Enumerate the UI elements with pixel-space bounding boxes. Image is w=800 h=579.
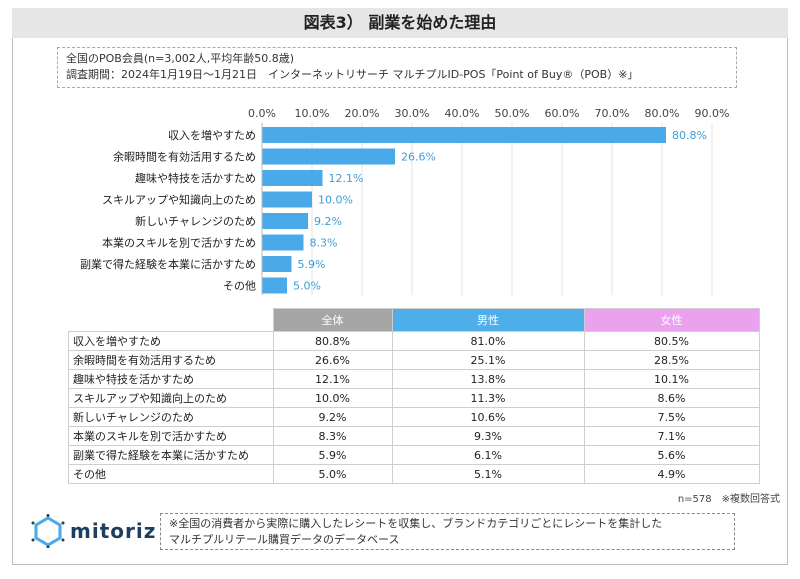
- value-label: 8.3%: [310, 237, 338, 250]
- mitoriz-logo-icon: [31, 514, 65, 548]
- table-cell: 10.1%: [583, 369, 760, 389]
- table-header: 女性: [583, 308, 760, 332]
- survey-info-line1: 全国のPOB会員(n=3,002人,平均年齢50.8歳): [66, 52, 295, 65]
- table-row: 副業で得た経験を本業に活かすため 5.9% 6.1% 5.6%: [68, 445, 760, 465]
- category-label: その他: [223, 280, 256, 293]
- value-label: 26.6%: [401, 151, 436, 164]
- row-label: 本業のスキルを別で活かすため: [68, 426, 274, 446]
- x-tick-label: 40.0%: [445, 107, 480, 120]
- bar: [262, 277, 287, 294]
- x-tick-label: 10.0%: [295, 107, 330, 120]
- logo: mitoriz: [30, 514, 156, 548]
- table-cell: 8.6%: [583, 388, 760, 408]
- x-tick-label: 20.0%: [345, 107, 380, 120]
- x-tick-label: 60.0%: [545, 107, 580, 120]
- value-label: 5.0%: [293, 280, 321, 293]
- row-label: 余暇時間を有効活用するため: [68, 350, 274, 370]
- table-cell: 13.8%: [391, 369, 585, 389]
- bar: [262, 213, 308, 229]
- table-cell: 7.5%: [583, 407, 760, 427]
- table-row: 収入を増やすため 80.8% 81.0% 80.5%: [68, 331, 760, 351]
- data-table: 全体 男性 女性 収入を増やすため 80.8% 81.0% 80.5% 余暇時間を有効活用す…: [68, 308, 760, 484]
- row-label: スキルアップや知識向上のため: [68, 388, 274, 408]
- x-tick-label: 80.0%: [645, 107, 680, 120]
- table-cell: 25.1%: [391, 350, 585, 370]
- logo-text: mitoriz: [70, 519, 157, 543]
- category-label: 余暇時間を有効活用するため: [113, 150, 256, 164]
- survey-info: 全国のPOB会員(n=3,002人,平均年齢50.8歳) 調査期間：2024年1…: [57, 47, 737, 88]
- table-cell: 8.3%: [272, 426, 393, 446]
- value-label: 10.0%: [318, 194, 353, 207]
- bar: [262, 191, 312, 208]
- category-label: 本業のスキルを別で活かすため: [102, 236, 256, 250]
- table-row: その他 5.0% 5.1% 4.9%: [68, 464, 760, 484]
- x-tick-label: 50.0%: [495, 107, 530, 120]
- bar-chart: 0.0% 10.0% 20.0% 30.0% 40.0% 50.0% 60.0% 70.0% 8…: [80, 107, 730, 295]
- x-tick-label: 70.0%: [595, 107, 630, 120]
- category-label: スキルアップや知識向上のため: [102, 193, 256, 207]
- category-label: 新しいチャレンジのため: [135, 214, 256, 228]
- x-tick-label: 90.0%: [695, 107, 730, 120]
- table-cell: 26.6%: [272, 350, 393, 370]
- table-cell: 11.3%: [391, 388, 585, 408]
- category-label: 副業で得た経験を本業に活かすため: [80, 257, 256, 271]
- footnote: ※全国の消費者から実際に購入したレシートを収集し、ブランドカテゴリごとにレシート…: [160, 513, 735, 550]
- table-cell: 81.0%: [391, 331, 585, 351]
- row-label: 収入を増やすため: [68, 331, 274, 351]
- table-cell: 7.1%: [583, 426, 760, 446]
- table-cell: 80.5%: [583, 331, 760, 351]
- page-title: 図表3） 副業を始めた理由: [12, 8, 788, 38]
- table-header: 男性: [391, 308, 585, 332]
- table-cell: 5.9%: [272, 445, 393, 465]
- footnote-line2: マルチプルリテール購買データのデータベース: [169, 533, 400, 546]
- table-cell: 6.1%: [391, 445, 585, 465]
- table-row: 新しいチャレンジのため 9.2% 10.6% 7.5%: [68, 407, 760, 427]
- bar: [262, 127, 666, 143]
- table-cell: 80.8%: [272, 331, 393, 351]
- survey-info-line2: 調査期間：2024年1月19日～1月21日 インターネットリサーチ マルチプルI…: [66, 68, 639, 81]
- value-label: 80.8%: [672, 129, 707, 142]
- table-header: 全体: [272, 308, 393, 332]
- table-row: 余暇時間を有効活用するため 26.6% 25.1% 28.5%: [68, 350, 760, 370]
- table-row: 本業のスキルを別で活かすため 8.3% 9.3% 7.1%: [68, 426, 760, 446]
- table-cell: 5.0%: [272, 464, 393, 484]
- sample-note: n=578 ※複数回答式: [677, 494, 780, 505]
- row-label: その他: [68, 464, 274, 484]
- table-cell: 12.1%: [272, 369, 393, 389]
- table-cell: 28.5%: [583, 350, 760, 370]
- bar: [262, 148, 395, 165]
- value-label: 12.1%: [329, 172, 364, 185]
- value-label: 5.9%: [298, 258, 326, 271]
- footnote-line1: ※全国の消費者から実際に購入したレシートを収集し、ブランドカテゴリごとにレシート…: [169, 517, 663, 530]
- table-cell: 5.6%: [583, 445, 760, 465]
- table-cell: 9.3%: [391, 426, 585, 446]
- row-label: 趣味や特技を活かすため: [68, 369, 274, 389]
- table-row: スキルアップや知識向上のため 10.0% 11.3% 8.6%: [68, 388, 760, 408]
- category-label: 収入を増やすため: [168, 129, 256, 142]
- category-label: 趣味や特技を活かすため: [135, 171, 256, 185]
- bar: [262, 256, 292, 272]
- row-label: 副業で得た経験を本業に活かすため: [68, 445, 274, 465]
- bar: [262, 170, 323, 186]
- x-tick-label: 30.0%: [395, 107, 430, 120]
- row-label: 新しいチャレンジのため: [68, 407, 274, 427]
- bar: [262, 234, 304, 251]
- value-label: 9.2%: [314, 215, 342, 228]
- table-cell: 10.6%: [391, 407, 585, 427]
- table-cell: 5.1%: [391, 464, 585, 484]
- table-row: 趣味や特技を活かすため 12.1% 13.8% 10.1%: [68, 369, 760, 389]
- table-cell: 10.0%: [272, 388, 393, 408]
- table-cell: 9.2%: [272, 407, 393, 427]
- x-tick-label: 0.0%: [248, 107, 276, 120]
- table-cell: 4.9%: [583, 464, 760, 484]
